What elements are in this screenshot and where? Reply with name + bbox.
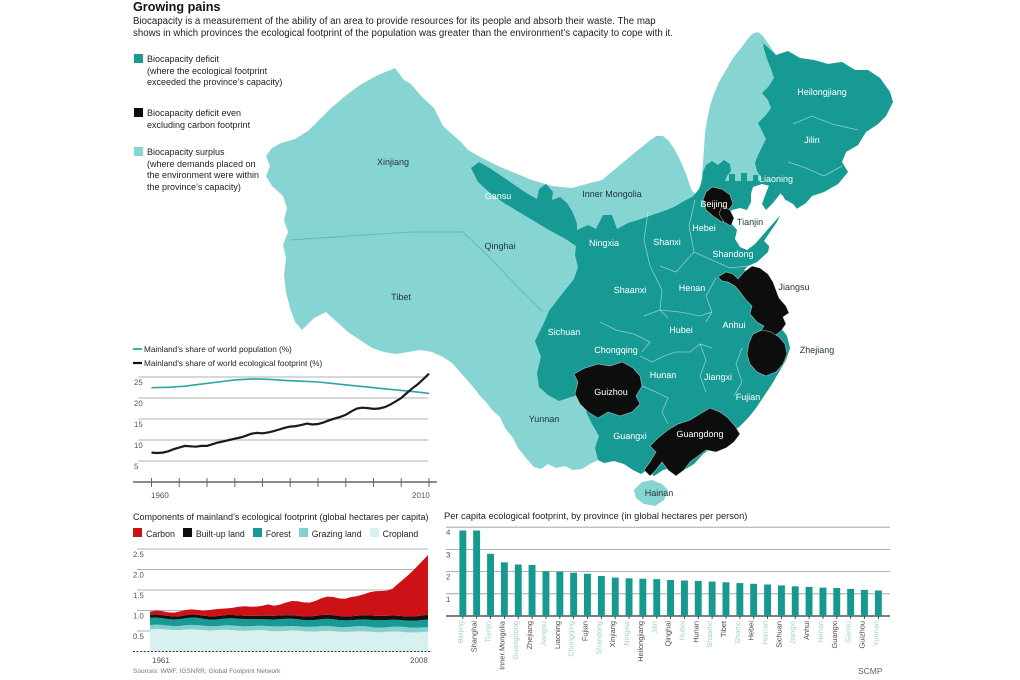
svg-text:Hainan: Hainan xyxy=(761,621,770,644)
svg-text:Guizhou: Guizhou xyxy=(594,387,628,397)
svg-text:Yunnan: Yunnan xyxy=(529,414,560,424)
svg-text:2.5: 2.5 xyxy=(133,550,145,559)
svg-text:Mainland’s share of world popu: Mainland’s share of world population (%) xyxy=(144,345,292,354)
svg-text:1.5: 1.5 xyxy=(133,591,145,600)
svg-text:Guangxi: Guangxi xyxy=(830,621,839,649)
svg-text:1960: 1960 xyxy=(151,491,169,500)
svg-text:Hubei: Hubei xyxy=(678,621,687,641)
svg-text:Beijing: Beijing xyxy=(700,199,727,209)
svg-text:20: 20 xyxy=(134,399,143,408)
svg-text:Guangxi: Guangxi xyxy=(613,431,647,441)
svg-text:Hainan: Hainan xyxy=(645,488,674,498)
svg-text:Guangdong: Guangdong xyxy=(676,429,723,439)
svg-text:10: 10 xyxy=(134,441,143,450)
svg-text:Fujian: Fujian xyxy=(736,392,761,402)
svg-text:Tianjin: Tianjin xyxy=(737,217,763,227)
svg-text:Shanghai: Shanghai xyxy=(470,621,479,653)
svg-text:Xinjiang: Xinjiang xyxy=(608,621,617,647)
svg-text:Chongqing: Chongqing xyxy=(567,621,576,657)
svg-text:Jilin: Jilin xyxy=(804,135,820,145)
svg-text:2010: 2010 xyxy=(412,491,430,500)
svg-text:Beijing: Beijing xyxy=(456,621,465,643)
svg-text:2.0: 2.0 xyxy=(133,571,145,580)
svg-text:25: 25 xyxy=(134,378,143,387)
svg-text:Qinghai: Qinghai xyxy=(484,241,515,251)
svg-text:Gansu: Gansu xyxy=(844,621,853,643)
svg-text:Chongqing: Chongqing xyxy=(594,345,638,355)
svg-text:2: 2 xyxy=(446,573,450,582)
svg-text:2008: 2008 xyxy=(410,656,428,665)
svg-text:Hebei: Hebei xyxy=(692,223,716,233)
svg-text:Tibet: Tibet xyxy=(391,292,411,302)
svg-text:Inner Mongolia: Inner Mongolia xyxy=(497,620,506,670)
svg-text:Hebei: Hebei xyxy=(747,621,756,641)
svg-text:Heilongjiang: Heilongjiang xyxy=(797,87,847,97)
svg-text:Henan: Henan xyxy=(679,283,706,293)
svg-text:Guizhou: Guizhou xyxy=(858,621,867,649)
svg-text:1: 1 xyxy=(446,595,450,604)
svg-text:Fujian: Fujian xyxy=(581,621,590,641)
svg-text:Heilongjiang: Heilongjiang xyxy=(636,621,645,662)
svg-text:Jiangsu: Jiangsu xyxy=(778,282,809,292)
svg-text:Mainland’s share of world ecol: Mainland’s share of world ecological foo… xyxy=(144,359,323,368)
svg-text:Jiangsu: Jiangsu xyxy=(539,621,548,646)
svg-text:Xinjiang: Xinjiang xyxy=(377,157,409,167)
svg-text:Shandong: Shandong xyxy=(594,621,603,655)
svg-text:Inner Mongolia: Inner Mongolia xyxy=(582,189,642,199)
svg-text:Jiangxi: Jiangxi xyxy=(704,372,732,382)
svg-text:Henan: Henan xyxy=(816,621,825,643)
svg-text:Tibet: Tibet xyxy=(719,621,728,637)
svg-text:Hubei: Hubei xyxy=(669,325,693,335)
svg-text:Tianjin: Tianjin xyxy=(484,621,493,643)
svg-text:Gansu: Gansu xyxy=(485,191,512,201)
svg-text:Zhejiang: Zhejiang xyxy=(800,345,835,355)
svg-text:4: 4 xyxy=(446,528,451,537)
svg-text:Sichuan: Sichuan xyxy=(774,621,783,648)
svg-text:15: 15 xyxy=(134,420,143,429)
svg-text:Ningxia: Ningxia xyxy=(622,620,631,646)
svg-text:Zhejiang: Zhejiang xyxy=(525,621,534,649)
svg-text:Yunnan: Yunnan xyxy=(871,621,880,646)
svg-text:5: 5 xyxy=(134,462,139,471)
svg-text:Jiangxi: Jiangxi xyxy=(788,621,797,644)
svg-text:Shandong: Shandong xyxy=(712,249,753,259)
svg-text:Ningxia: Ningxia xyxy=(589,238,619,248)
svg-text:Liaoning: Liaoning xyxy=(553,621,562,649)
svg-text:1961: 1961 xyxy=(152,656,170,665)
svg-text:Shanxi: Shanxi xyxy=(733,621,742,644)
svg-text:Liaoning: Liaoning xyxy=(759,174,793,184)
svg-text:Hunan: Hunan xyxy=(650,370,677,380)
svg-text:Guangdong: Guangdong xyxy=(511,621,520,660)
svg-text:1.0: 1.0 xyxy=(133,612,145,621)
svg-text:Sichuan: Sichuan xyxy=(548,327,581,337)
svg-text:Anhui: Anhui xyxy=(802,621,811,640)
svg-text:0.5: 0.5 xyxy=(133,632,145,641)
svg-text:Shaanxi: Shaanxi xyxy=(705,621,714,648)
svg-text:Anhui: Anhui xyxy=(722,320,745,330)
svg-text:Jilin: Jilin xyxy=(650,621,659,634)
svg-text:Shanxi: Shanxi xyxy=(653,237,681,247)
svg-text:3: 3 xyxy=(446,550,450,559)
svg-text:Qinghai: Qinghai xyxy=(664,621,673,647)
svg-text:Hunan: Hunan xyxy=(691,621,700,643)
svg-text:Shaanxi: Shaanxi xyxy=(614,285,647,295)
